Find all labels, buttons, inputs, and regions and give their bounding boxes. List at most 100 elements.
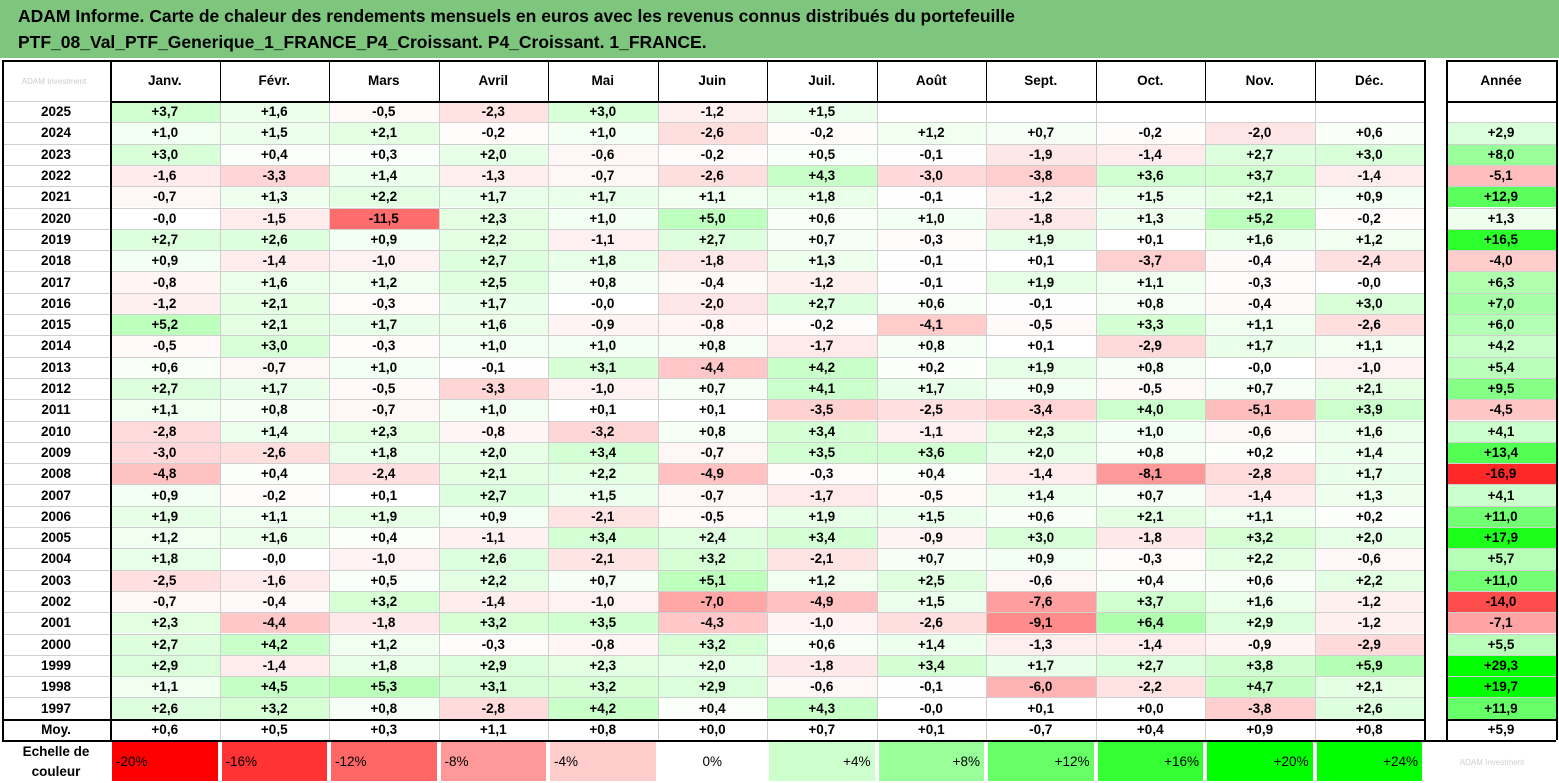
row-label-gridline (2, 484, 110, 485)
heatmap-cell: +1,1 (1205, 505, 1315, 527)
heatmap-cell: -0,7 (110, 186, 220, 208)
heatmap-cell: -1,2 (657, 101, 767, 123)
heatmap-cell: -3,0 (876, 164, 986, 187)
average-cell: +0,9 (1246, 721, 1274, 737)
row-gridline-year (1446, 208, 1556, 209)
heatmap-cell: +2,2 (1205, 548, 1315, 570)
report-title-line-2: PTF_08_Val_PTF_Generique_1_FRANCE_P4_Cro… (18, 32, 707, 52)
row-gridline-year (1446, 697, 1556, 698)
heatmap-cell: +1,6 (1205, 228, 1315, 251)
row-label: 1997 (40, 700, 72, 716)
row-label-gridline (2, 208, 110, 209)
heatmap-cell: +0,1 (986, 697, 1096, 719)
heatmap-cell: +0,8 (876, 335, 986, 357)
border-line (1205, 60, 1206, 101)
heatmap-cell: -2,6 (657, 122, 767, 144)
heatmap-cell: -2,8 (1205, 463, 1315, 485)
year-total-cell: +17,9 (1446, 527, 1556, 549)
heatmap-cell: -0,9 (1205, 633, 1315, 655)
year-total-cell (1446, 101, 1556, 123)
heatmap-cell: +1,6 (438, 314, 548, 336)
heatmap-cell: +0,4 (876, 463, 986, 485)
heatmap-cell: +3,4 (767, 527, 877, 549)
row-label-gridline (2, 527, 110, 528)
heatmap-cell: +3,2 (657, 548, 767, 570)
year-total-cell: +4,1 (1446, 420, 1556, 442)
year-total-cell: -5,1 (1446, 164, 1556, 187)
column-header: Févr. (258, 73, 291, 88)
border-line (1446, 60, 1448, 740)
heatmap-cell: -2,5 (876, 399, 986, 421)
heatmap-cell: +1,6 (1314, 420, 1424, 442)
heatmap-cell: +2,2 (1314, 569, 1424, 591)
heatmap-cell: +1,9 (110, 505, 220, 527)
border-line (1446, 719, 1556, 721)
heatmap-cell: -2,4 (329, 463, 439, 485)
heatmap-cell: +1,1 (219, 505, 329, 527)
heatmap-cell: -0,3 (876, 228, 986, 251)
heatmap-cell: -0,8 (110, 271, 220, 293)
row-label: 2008 (40, 466, 72, 482)
heatmap-cell: +2,1 (438, 463, 548, 485)
heatmap-cell: +1,8 (110, 548, 220, 570)
heatmap-cell: +1,0 (110, 122, 220, 144)
heatmap-cell: +1,2 (1314, 228, 1424, 251)
heatmap-cell: -2,3 (438, 101, 548, 123)
year-total-cell: +13,4 (1446, 441, 1556, 464)
column-gridline (767, 101, 768, 740)
heatmap-cell: -2,2 (1095, 676, 1205, 698)
heatmap-cell: -0,1 (876, 143, 986, 165)
heatmap-cell: +1,9 (986, 228, 1096, 251)
average-cell: +0,4 (1136, 721, 1164, 737)
color-scale-swatch: -8% (440, 742, 546, 781)
heatmap-cell: +3,2 (219, 697, 329, 719)
average-cell: +0,1 (917, 721, 945, 737)
heatmap-cell: +3,4 (767, 420, 877, 442)
heatmap-cell: -0,2 (1314, 207, 1424, 229)
heatmap-cell: +2,2 (438, 569, 548, 591)
row-label: 2000 (40, 636, 72, 652)
heatmap-cell: -1,0 (1314, 356, 1424, 378)
heatmap-cell: -1,3 (438, 164, 548, 187)
row-label-gridline (2, 229, 110, 230)
column-header: Mai (591, 73, 614, 88)
heatmap-cell: +4,7 (1205, 676, 1315, 698)
heatmap-cell: +0,9 (329, 228, 439, 251)
heatmap-cell: +2,9 (110, 654, 220, 677)
border-line (877, 60, 878, 101)
color-scale-swatch: -20% (112, 742, 218, 781)
heatmap-cell: -0,8 (657, 314, 767, 336)
year-total-cell: +4,2 (1446, 335, 1556, 357)
heatmap-cell: +4,2 (548, 697, 658, 719)
heatmap-cell: -0,9 (876, 527, 986, 549)
heatmap-cell: -0,5 (110, 335, 220, 357)
heatmap-cell: +3,0 (110, 143, 220, 165)
row-gridline-year (1446, 357, 1556, 358)
border-line (2, 60, 1424, 62)
heatmap-cell: +2,5 (876, 569, 986, 591)
row-label-gridline (2, 250, 110, 251)
heatmap-cell: -0,7 (657, 441, 767, 464)
heatmap-cell: +0,3 (329, 143, 439, 165)
heatmap-cell: +1,0 (1095, 420, 1205, 442)
heatmap-cell: +1,7 (986, 654, 1096, 677)
heatmap-cell: +3,5 (548, 612, 658, 634)
heatmap-cell: +2,7 (438, 250, 548, 272)
heatmap-cell: +3,6 (876, 441, 986, 464)
row-label: 2013 (40, 359, 72, 375)
heatmap-cell: +2,1 (1314, 676, 1424, 698)
heatmap-cell: +1,1 (110, 399, 220, 421)
row-label: 2012 (40, 381, 72, 397)
year-total-cell: -16,9 (1446, 463, 1556, 485)
heatmap-cell: +1,4 (876, 633, 986, 655)
heatmap-cell: -0,2 (767, 122, 877, 144)
heatmap-cell: +0,5 (767, 143, 877, 165)
heatmap-cell: -0,5 (657, 505, 767, 527)
average-cell: +0,8 (589, 721, 617, 737)
heatmap-cell: +0,1 (1095, 228, 1205, 251)
heatmap-cell: +0,2 (1314, 505, 1424, 527)
heatmap-cell: -1,2 (986, 186, 1096, 208)
year-total-cell: +7,0 (1446, 292, 1556, 314)
heatmap-cell: -0,2 (1095, 122, 1205, 144)
heatmap-cell: +2,7 (110, 377, 220, 400)
